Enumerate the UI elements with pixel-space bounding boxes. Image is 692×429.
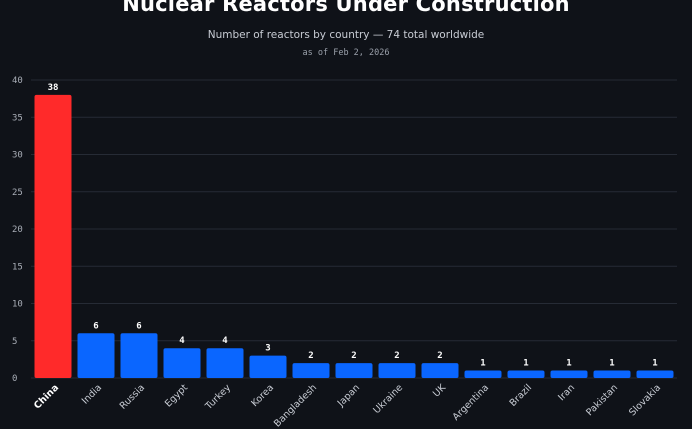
y-tick-label: 30 [12,151,23,161]
x-tick-label-bangladesh: Bangladesh [272,382,319,429]
bar-ukraine[interactable] [378,363,416,378]
value-label-japan: 2 [351,351,356,361]
x-tick-label-turkey: Turkey [203,382,234,413]
x-tick-label-egypt: Egypt [163,382,190,409]
y-tick-label: 0 [12,374,17,384]
value-label-pakistan: 1 [609,359,614,369]
chart-date-note: as of Feb 2, 2026 [302,48,390,58]
bar-india[interactable] [77,333,115,378]
bar-russia[interactable] [120,333,158,378]
value-label-egypt: 4 [179,336,185,346]
bar-turkey[interactable] [206,348,244,378]
value-label-uk: 2 [437,351,442,361]
value-label-argentina: 1 [480,359,485,369]
value-label-brazil: 1 [523,359,528,369]
bar-brazil[interactable] [507,370,545,378]
value-label-bangladesh: 2 [308,351,313,361]
value-label-korea: 3 [265,344,270,354]
bar-china[interactable] [34,94,72,379]
x-tick-label-iran: Iran [556,382,577,403]
value-label-turkey: 4 [222,336,228,346]
x-tick-label-india: India [80,382,104,406]
chart-subtitle: Number of reactors by country — 74 total… [207,29,485,41]
y-tick-label: 25 [12,188,23,198]
x-tick-label-korea: Korea [249,382,276,409]
x-tick-label-russia: Russia [118,382,147,411]
bar-iran[interactable] [550,370,588,378]
y-tick-label: 10 [12,300,23,310]
x-tick-label-china: China [32,382,61,411]
x-tick-label-brazil: Brazil [508,382,535,409]
y-tick-label: 5 [12,337,17,347]
bar-egypt[interactable] [163,348,201,378]
value-label-iran: 1 [566,359,571,369]
y-tick-label: 40 [12,76,23,86]
value-label-china: 38 [48,83,59,93]
bar-argentina[interactable] [464,370,502,378]
value-label-ukraine: 2 [394,351,399,361]
y-tick-label: 35 [12,113,23,123]
bar-slovakia[interactable] [636,370,674,378]
value-label-russia: 6 [136,321,141,331]
value-label-slovakia: 1 [652,359,657,369]
bar-uk[interactable] [421,363,459,378]
x-tick-label-japan: Japan [335,382,362,409]
bar-japan[interactable] [335,363,373,378]
chart-title: Nuclear Reactors Under Construction [122,0,570,16]
y-tick-label: 20 [12,225,23,235]
x-tick-label-argentina: Argentina [451,382,492,423]
x-tick-label-uk: UK [431,382,449,400]
x-tick-label-ukraine: Ukraine [371,382,405,416]
bar-pakistan[interactable] [593,370,631,378]
bar-bangladesh[interactable] [292,363,330,378]
x-tick-label-pakistan: Pakistan [584,382,620,418]
value-label-india: 6 [93,321,98,331]
x-tick-label-slovakia: Slovakia [627,382,663,418]
bar-korea[interactable] [249,355,287,378]
y-tick-label: 15 [12,262,23,272]
bar-layer [34,94,674,379]
